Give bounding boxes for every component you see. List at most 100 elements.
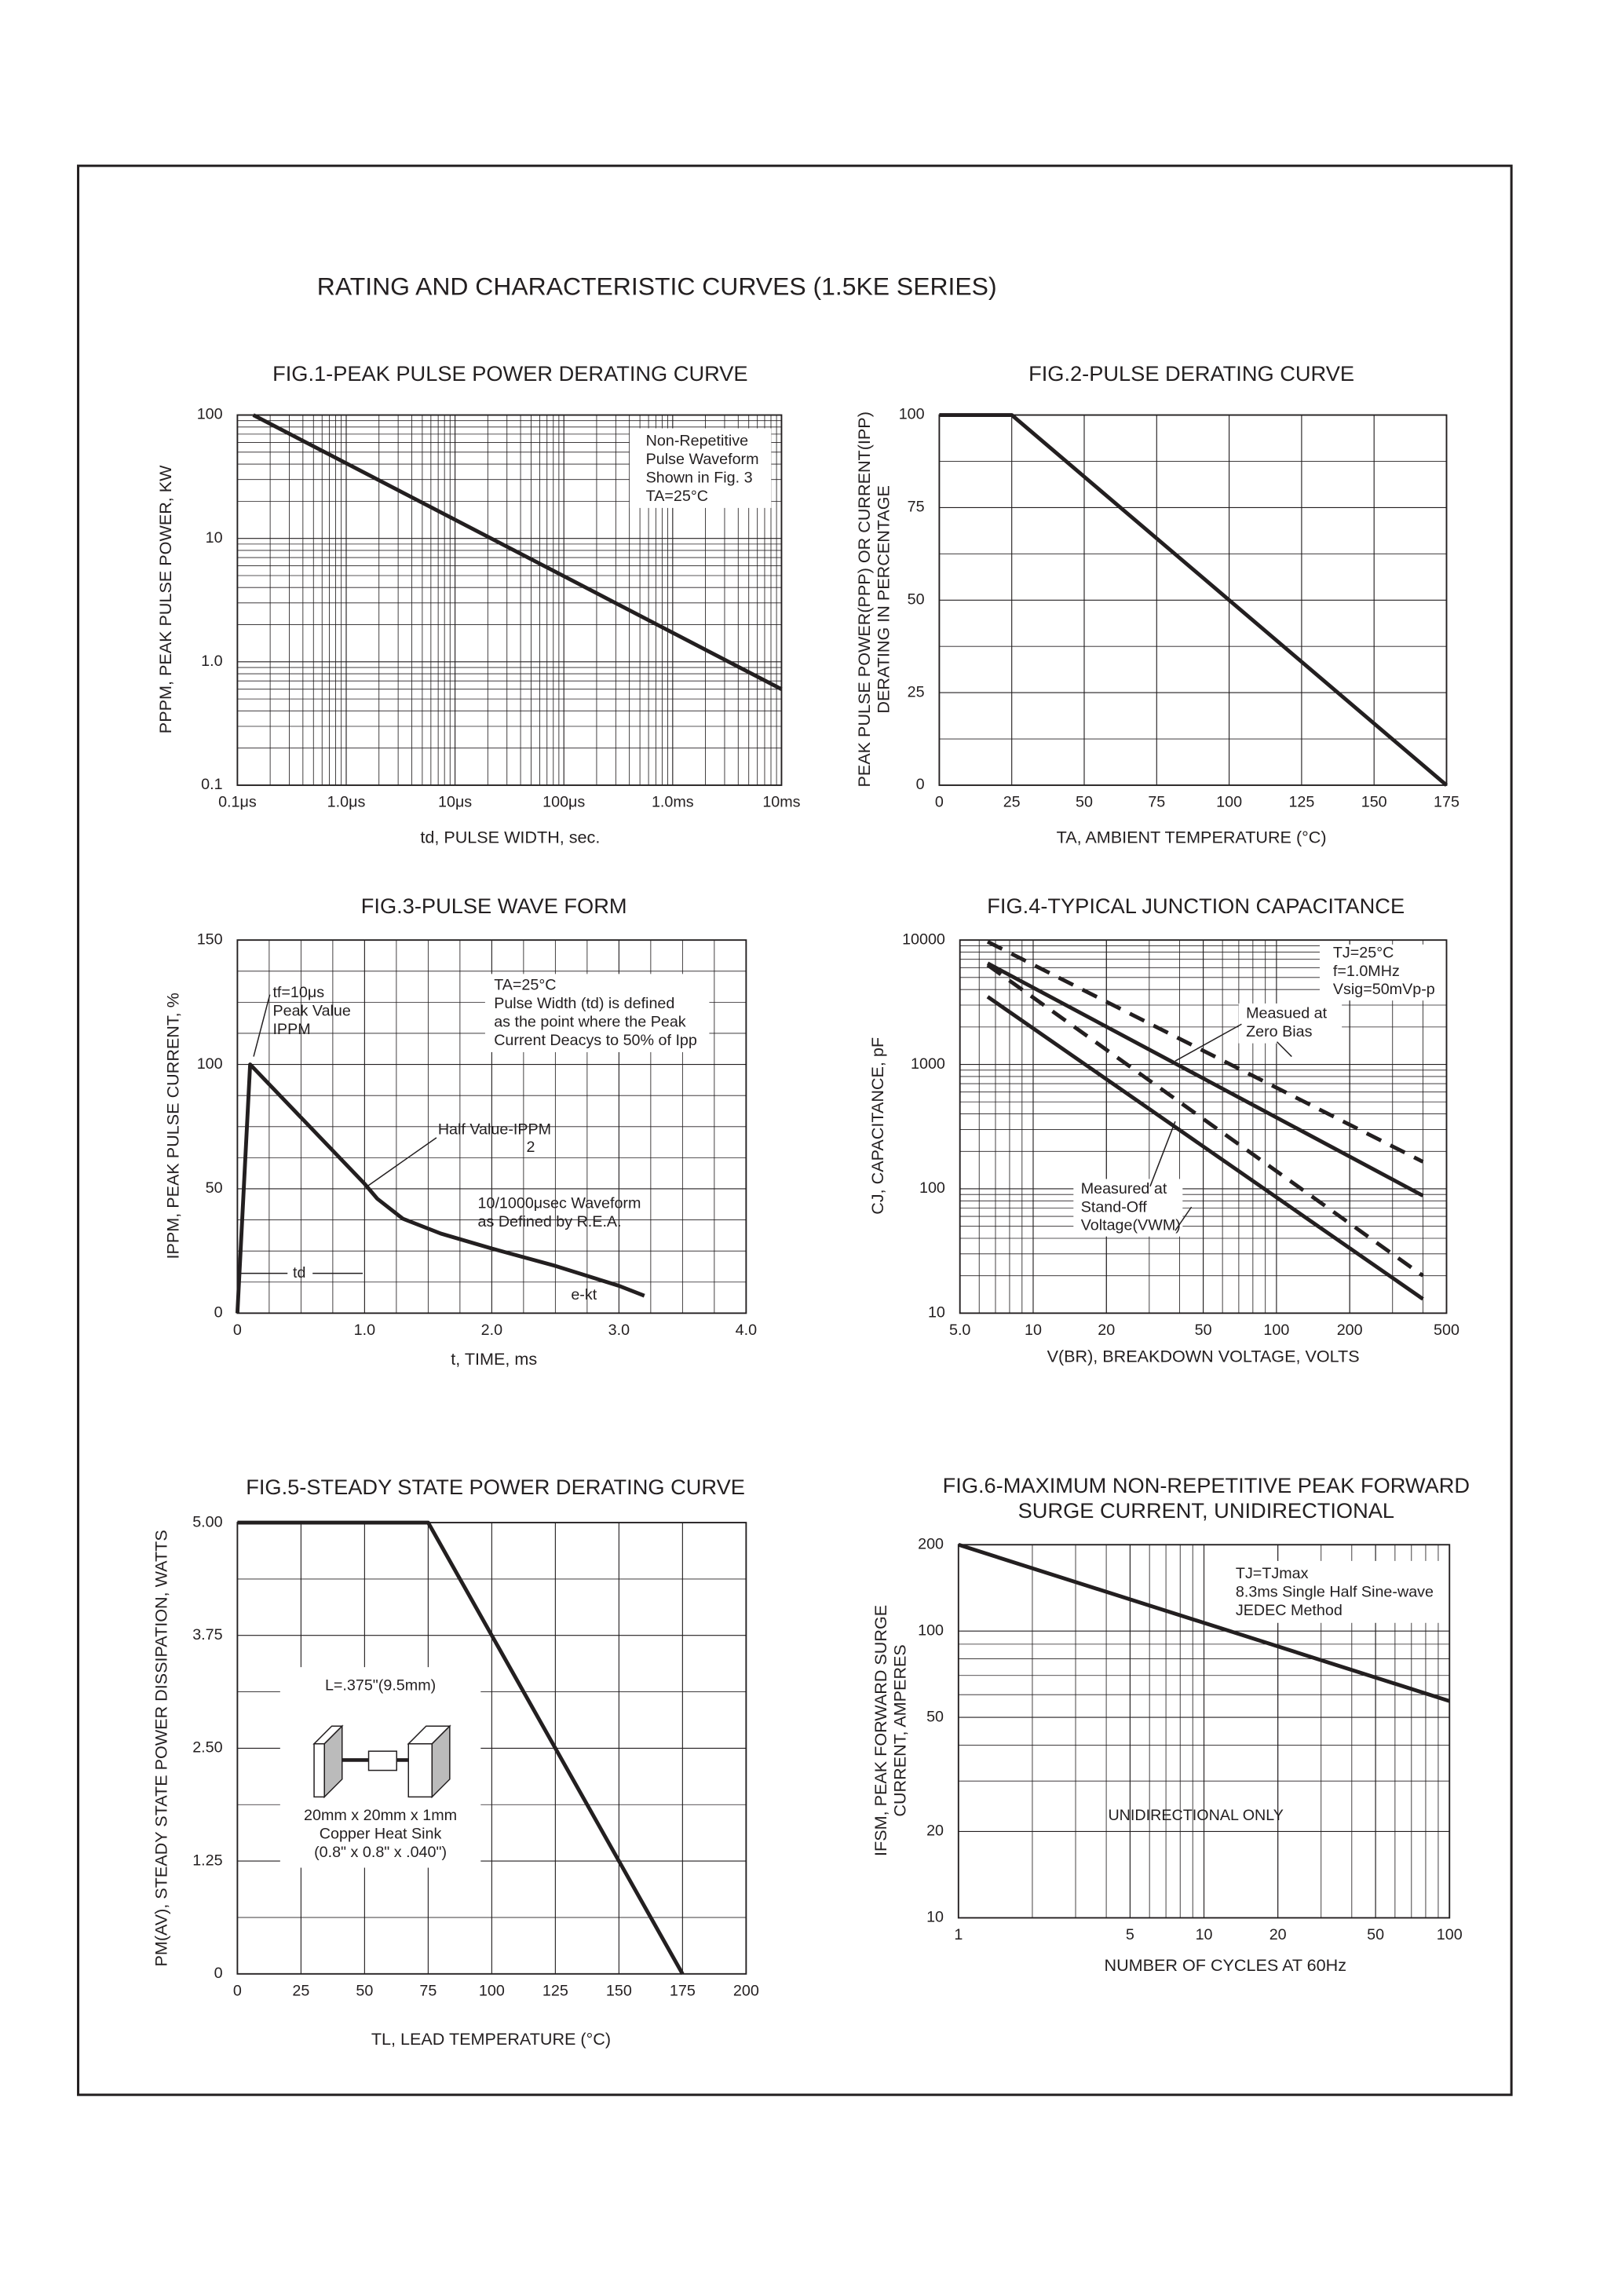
chart-title: FIG.6-MAXIMUM NON-REPETITIVE PEAK FORWAR… <box>943 1473 1470 1497</box>
y-tick-label: 75 <box>908 499 925 516</box>
y-tick-label: 200 <box>918 1535 944 1552</box>
chart-title: FIG.1-PEAK PULSE POWER DERATING CURVE <box>272 361 747 386</box>
annotation: Shown in Fig. 3 <box>646 470 753 487</box>
chart-title: FIG.2-PULSE DERATING CURVE <box>1028 361 1354 386</box>
annotation: 10/1000μsec Waveform <box>478 1195 641 1212</box>
annotation: 8.3ms Single Half Sine-wave <box>1236 1583 1434 1600</box>
y-tick-label: 50 <box>926 1708 944 1725</box>
y-tick-label: 100 <box>918 1621 944 1639</box>
x-tick-label: 4.0 <box>736 1322 757 1339</box>
series-line <box>237 1520 685 1975</box>
x-tick-label: 500 <box>1434 1322 1459 1339</box>
x-tick-label: 1.0μs <box>327 794 366 811</box>
x-tick-label: 175 <box>1434 794 1459 811</box>
page-border <box>77 164 1513 2097</box>
y-axis-label: IFSM, PEAK FORWARD SURGE <box>871 1605 890 1856</box>
series-line <box>252 413 783 691</box>
annotation: Stand-Off <box>1081 1198 1148 1216</box>
annotation-box <box>1319 944 1447 1001</box>
y-tick-label: 150 <box>197 930 223 948</box>
annotation-box <box>1073 1179 1183 1237</box>
y-tick-label: 2.50 <box>192 1739 222 1757</box>
x-axis-label: t, TIME, ms <box>451 1349 537 1369</box>
annotation: td <box>293 1264 305 1281</box>
x-tick-label: 125 <box>1288 794 1314 811</box>
y-tick-label: 1.0 <box>201 653 222 670</box>
annotation: Measued at <box>1246 1004 1328 1022</box>
annotation: Current Deacys to 50% of Ipp <box>494 1032 697 1049</box>
series-line <box>235 1062 645 1314</box>
x-tick-label: 20 <box>1098 1322 1115 1339</box>
diode-body <box>367 1750 397 1771</box>
x-tick-label: 50 <box>356 1983 373 2000</box>
leader-line <box>1276 1041 1292 1058</box>
annotation: Copper Heat Sink <box>320 1825 442 1842</box>
y-tick-label: 100 <box>899 406 925 423</box>
annotation: tf=10μs <box>272 984 324 1001</box>
x-tick-label: 175 <box>670 1983 696 2000</box>
y-axis-label: CJ, CAPACITANCE, pF <box>868 1037 887 1215</box>
annotation: UNIDIRECTIONAL ONLY <box>1108 1807 1284 1824</box>
x-tick-label: 0 <box>233 1322 242 1339</box>
x-tick-label: 200 <box>1337 1322 1363 1339</box>
x-tick-label: 150 <box>1361 794 1387 811</box>
x-tick-label: 50 <box>1076 794 1093 811</box>
x-tick-label: 10ms <box>762 794 800 811</box>
x-tick-label: 10 <box>1025 1322 1042 1339</box>
annotation-box <box>1226 1560 1448 1623</box>
plot-frame <box>236 939 747 1314</box>
y-tick-label: 10 <box>206 529 223 547</box>
x-tick-label: 1.0ms <box>652 794 694 811</box>
annotation: (0.8" x 0.8" x .040") <box>314 1844 447 1861</box>
y-tick-label: 20 <box>926 1823 944 1840</box>
annotation-box <box>629 428 772 508</box>
x-tick-label: 10 <box>1196 1926 1213 1943</box>
y-axis-label: PM(AV), STEADY STATE POWER DISSIPATION, … <box>151 1530 170 1966</box>
x-tick-label: 100 <box>1437 1926 1463 1943</box>
x-axis-label: td, PULSE WIDTH, sec. <box>420 827 600 846</box>
plot-layer: 0.1μs 1.0μs 10μs 100μs 1.0ms 10ms0.11.010100F… <box>151 361 1470 2049</box>
plot-frame <box>236 1522 747 1975</box>
chart-title: FIG.4-TYPICAL JUNCTION CAPACITANCE <box>987 894 1405 918</box>
x-axis-label: TA, AMBIENT TEMPERATURE (°C) <box>1057 827 1327 846</box>
y-tick-label: 25 <box>908 683 925 700</box>
x-tick-label: 200 <box>733 1983 759 2000</box>
series-line <box>986 940 1424 1164</box>
y-tick-label: 0 <box>214 1304 223 1322</box>
y-axis-label: DERATING IN PERCENTAGE <box>874 485 893 714</box>
leader-line <box>253 994 271 1057</box>
x-axis-label: TL, LEAD TEMPERATURE (°C) <box>371 2029 611 2049</box>
annotation: Half Value-IPPM <box>438 1121 551 1139</box>
y-tick-label: 50 <box>908 590 925 608</box>
annotation: e-kt <box>571 1286 597 1303</box>
y-tick-label: 10000 <box>902 930 945 948</box>
annotation: TJ=25°C <box>1333 944 1394 961</box>
x-tick-label: 100 <box>1263 1322 1289 1339</box>
series-line <box>986 963 1424 1278</box>
series-line <box>986 961 1424 1197</box>
x-axis-label: NUMBER OF CYCLES AT 60Hz <box>1104 1955 1346 1975</box>
annotation: 20mm x 20mm x 1mm <box>304 1807 457 1824</box>
x-tick-label: 5 <box>1126 1926 1134 1943</box>
annotation: TA=25°C <box>646 488 708 505</box>
plot-frame <box>959 939 1448 1314</box>
y-tick-label: 1000 <box>911 1055 945 1073</box>
chart-title: FIG.3-PULSE WAVE FORM <box>361 894 627 918</box>
x-tick-label: 75 <box>1148 794 1165 811</box>
chart-title: FIG.5-STEADY STATE POWER DERATING CURVE <box>246 1475 745 1499</box>
annotation: Vsig=50mVp-p <box>1333 981 1435 998</box>
x-tick-label: 100μs <box>542 794 585 811</box>
annotation: Pulse Waveform <box>646 451 759 468</box>
annotation: 2 <box>527 1139 535 1156</box>
y-axis-label: PPPM, PEAK PULSE POWER, KW <box>155 465 175 733</box>
x-tick-label: 0.1μs <box>218 794 257 811</box>
decorations <box>240 994 1292 1799</box>
annotation-box <box>484 974 710 1052</box>
plate-side <box>431 1724 451 1799</box>
y-tick-label: 0 <box>916 776 925 793</box>
y-tick-label: 1.25 <box>192 1852 222 1869</box>
x-tick-label: 1.0 <box>354 1322 375 1339</box>
series-line <box>986 995 1424 1301</box>
x-tick-label: 10μs <box>438 794 472 811</box>
